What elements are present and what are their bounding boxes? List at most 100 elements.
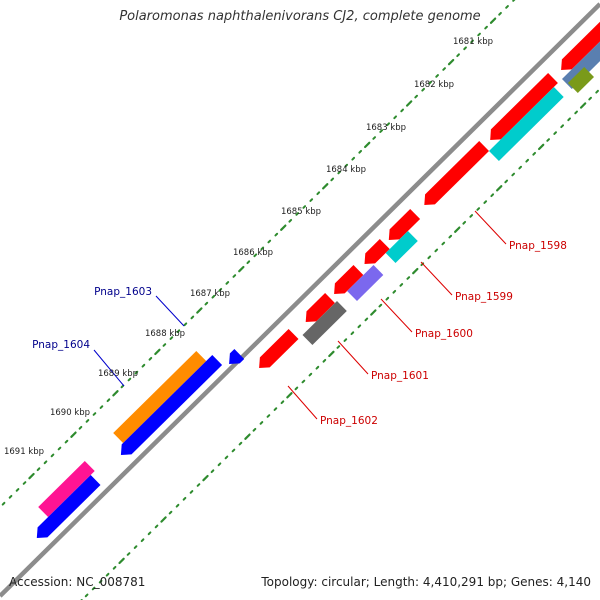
gene-label-pnap_1601[interactable]: Pnap_1601 (371, 370, 429, 382)
gene-label-pnap_1603[interactable]: Pnap_1603 (94, 286, 152, 298)
gene-feature-2[interactable] (490, 73, 558, 140)
tick-dot (118, 557, 125, 565)
gene-labels[interactable]: Pnap_1598 Pnap_1599 Pnap_1600 Pnap_1601 Pnap… (32, 240, 567, 427)
label-leader-line (337, 340, 369, 375)
tick-dot (378, 303, 383, 308)
tick-dot (441, 241, 446, 246)
gene-label-pnap_1604[interactable]: Pnap_1604 (32, 339, 90, 351)
tick-dot (141, 363, 146, 368)
gene-feature-6[interactable] (334, 265, 364, 294)
tick-dot (406, 276, 411, 280)
label-leader-line (474, 210, 507, 245)
gene-feature-15[interactable] (113, 351, 207, 443)
gene-label-pnap_1600[interactable]: Pnap_1600 (415, 328, 473, 340)
tick-dot (260, 246, 265, 251)
tick-dot (574, 110, 578, 115)
tick-dot (343, 338, 348, 342)
gene-feature-3[interactable] (424, 141, 489, 205)
tick-dot (267, 239, 272, 244)
gene-feature-8[interactable] (259, 329, 299, 368)
tick-dot (532, 151, 537, 156)
tick-dot (447, 58, 455, 66)
tick-dot (211, 294, 216, 299)
tick-dot (280, 400, 285, 405)
tick-dot (162, 343, 167, 347)
tick-dot (126, 552, 131, 556)
label-leader-line (420, 261, 453, 296)
tick-dot (379, 129, 384, 133)
tick-dot (106, 398, 111, 403)
tick-dot (483, 200, 488, 204)
tick-dot (274, 232, 279, 237)
tick-dot (84, 593, 89, 598)
tick-dot (399, 283, 404, 287)
tick-dot (238, 441, 243, 446)
gene-feature-17[interactable] (229, 349, 245, 364)
tick-dot (392, 289, 397, 294)
label-leader-line (155, 295, 185, 327)
tick-dot (202, 474, 209, 482)
tick-dot (588, 96, 592, 101)
tick-dot (160, 516, 167, 523)
tick-dot (322, 183, 329, 190)
tick-dot (57, 446, 62, 451)
tick-dot (309, 198, 314, 202)
map-title: Polaromonas naphthalenivorans CJ2, compl… (119, 9, 481, 24)
tick-dot (210, 469, 215, 474)
tick-dot (427, 255, 432, 260)
tick-dot (496, 185, 503, 192)
tick-dot (43, 460, 48, 465)
tick-dot (393, 115, 398, 120)
tick-dot (204, 301, 209, 306)
tick-dot (511, 172, 516, 177)
gene-feature-19[interactable] (36, 475, 101, 538)
gene-feature-14[interactable] (302, 301, 347, 345)
label-leader-line (287, 385, 318, 420)
gene-feature-10[interactable] (567, 67, 594, 93)
tick-dot (421, 87, 425, 92)
tick-dot (456, 53, 460, 58)
tick-dot (196, 483, 201, 487)
scale-label: 1683 kbp (366, 123, 406, 133)
tick-dot (344, 163, 349, 168)
tick-dot (595, 89, 599, 94)
tick-dot (294, 386, 299, 391)
tick-dot (112, 565, 117, 570)
scale-label: 1684 kbp (326, 165, 366, 175)
tick-dot (183, 322, 188, 327)
tick-dot (328, 350, 335, 358)
tick-dot (127, 377, 132, 382)
scale-label: 1688 kbp (145, 329, 185, 339)
gene-label-pnap_1602[interactable]: Pnap_1602 (320, 415, 378, 427)
gene-feature-5[interactable] (364, 239, 390, 264)
gene-feature-1[interactable] (561, 7, 600, 70)
tick-dot (567, 117, 571, 122)
tick-dot (225, 281, 230, 285)
gene-feature-18[interactable] (38, 461, 95, 517)
gene-label-pnap_1598[interactable]: Pnap_1598 (509, 240, 567, 252)
gene-label-pnap_1599[interactable]: Pnap_1599 (455, 291, 513, 303)
gene-features[interactable] (36, 7, 600, 538)
gene-feature-7[interactable] (305, 293, 335, 322)
tick-dot (518, 165, 523, 170)
gene-feature-4[interactable] (388, 209, 421, 240)
tick-dot (463, 46, 467, 51)
gene-feature-11[interactable] (489, 87, 564, 161)
gene-feature-13[interactable] (347, 265, 384, 301)
tick-dot (512, 0, 516, 2)
accession-label: Accession: NC_008781 (9, 575, 146, 589)
tick-dot (364, 317, 369, 322)
tick-dot (454, 226, 461, 233)
tick-dot (140, 538, 145, 543)
tick-dot (196, 307, 203, 314)
label-leader-line (380, 298, 413, 333)
gene-feature-12[interactable] (385, 231, 418, 263)
tick-dot (232, 274, 237, 278)
gene-feature-16[interactable] (120, 355, 223, 455)
scale-labels: 1681 kbp 1682 kbp 1683 kbp 1684 kbp 1685 kbp… (4, 37, 493, 457)
gene-feature-9[interactable] (562, 35, 600, 89)
scale-label: 1682 kbp (414, 80, 454, 90)
tick-dot (168, 510, 173, 515)
